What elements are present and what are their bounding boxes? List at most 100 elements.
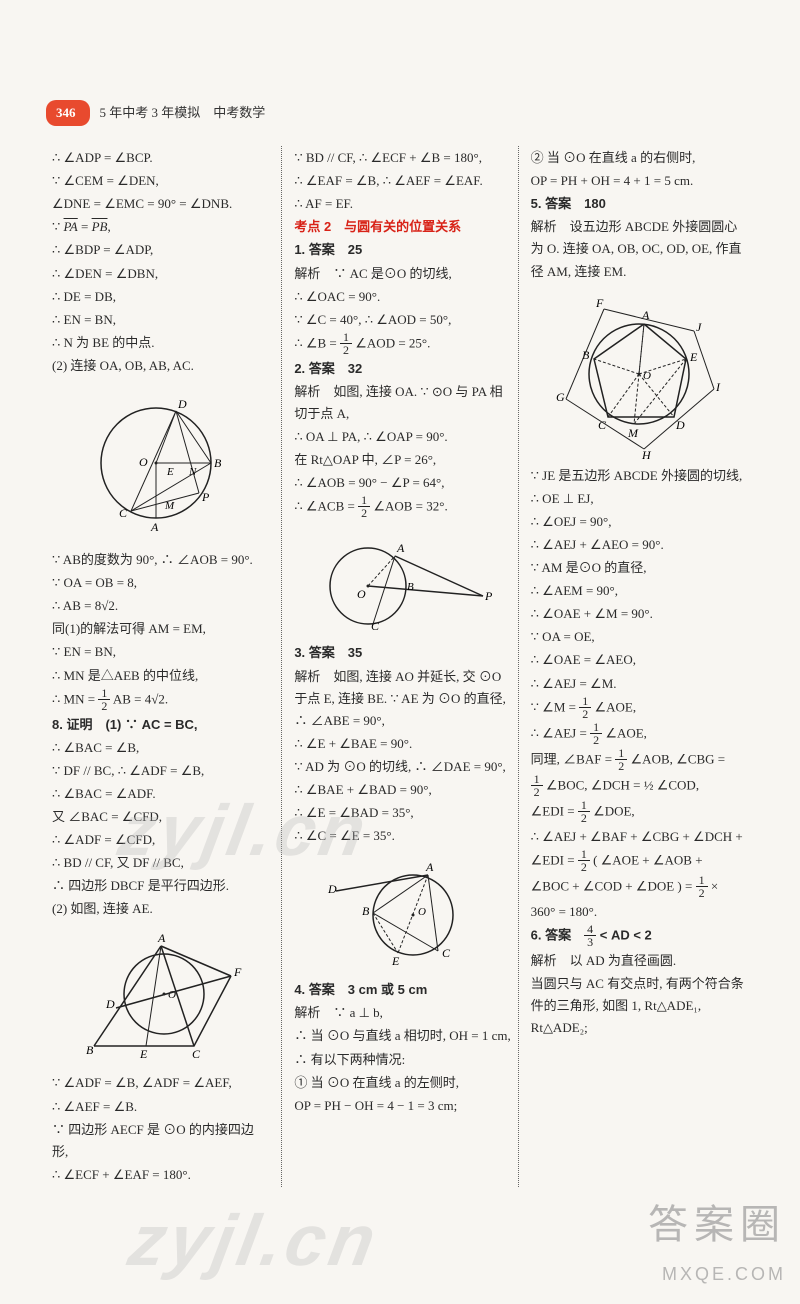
text-line: 解析 ∵ a ⊥ b, [294,1002,511,1024]
svg-text:O: O [139,455,148,469]
text-line: ∴ AF = EF. [294,193,511,215]
text-line: ∴ ∠B = 12 ∠AOD = 25°. [294,332,511,357]
text-line: 解析 设五边形 ABCDE 外接圆圆心为 O. 连接 OA, OB, OC, O… [531,216,748,282]
text-line: 4. 答案 3 cm 或 5 cm [294,979,511,1001]
text-line: ∵ BD // CF, ∴ ∠ECF + ∠B = 180°, [294,147,511,169]
svg-text:H: H [641,448,652,459]
text-line: OP = PH − OH = 4 − 1 = 3 cm; [294,1095,511,1117]
text-line: ∠EDI = 12 ( ∠AOE + ∠AOB + [531,849,748,874]
svg-text:C: C [192,1047,201,1061]
text-line: ∴ ∠AEJ + ∠AEO = 90°. [531,534,748,556]
svg-text:P: P [201,490,210,504]
text-line: ∴ OE ⊥ EJ, [531,488,748,510]
text-line: ∴ ∠EAF = ∠B, ∴ ∠AEF = ∠EAF. [294,170,511,192]
svg-text:A: A [425,860,434,874]
svg-text:D: D [675,418,685,432]
text-line: ∴ ∠ECF + ∠EAF = 180°. [52,1164,269,1186]
header-title: 5 年中考 3 年模拟 中考数学 [100,102,266,124]
text-line: ∴ ∠BAC = ∠B, [52,737,269,759]
text-line: ∴ ∠BAE + ∠BAD = 90°, [294,779,511,801]
text-line: 同(1)的解法可得 AM = EM, [52,618,269,640]
text-line: 当圆只与 AC 有交点时, 有两个符合条件的三角形, 如图 1, Rt△ADE₁… [531,973,748,1039]
text-line: ∵ OA = OB = 8, [52,572,269,594]
text-line: 360° = 180°. [531,901,748,923]
text-line: ∴ ∠ADF = ∠CFD, [52,829,269,851]
column-3: ② 当 ⊙O 在直线 a 的右侧时,OP = PH + OH = 4 + 1 =… [518,146,754,1187]
text-line: ∴ ∠OEJ = 90°, [531,511,748,533]
svg-text:J: J [696,320,702,334]
column-1: ∴ ∠ADP = ∠BCP.∵ ∠CEM = ∠DEN,∠DNE = ∠EMC … [46,146,281,1187]
text-line: ∴ ∠AEJ = ∠M. [531,673,748,695]
svg-text:E: E [139,1047,148,1061]
svg-text:B: B [362,904,370,918]
svg-text:C: C [371,619,380,633]
text-line: ∴ MN = 12 AB = 4√2. [52,688,269,713]
text-line: ∴ AB = 8√2. [52,595,269,617]
svg-text:B: B [214,456,222,470]
text-line: ∴ ∠BAC = ∠ADF. [52,783,269,805]
text-line: ∴ ∠OAC = 90°. [294,286,511,308]
figure-pentagon: O A E D C B F J I H G M [544,289,734,459]
text-line: 6. 答案 43 < AD < 2 [531,924,748,949]
text-line: ∴ ∠ADP = ∠BCP. [52,147,269,169]
text-line: ∴ ∠AEF = ∠B. [52,1096,269,1118]
text-line: ∵ ∠CEM = ∠DEN, [52,170,269,192]
brand-en: MXQE.COM [648,1259,786,1290]
svg-text:B: B [86,1043,94,1057]
columns-container: ∴ ∠ADP = ∠BCP.∵ ∠CEM = ∠DEN,∠DNE = ∠EMC … [46,146,754,1187]
page-number-badge: 346 [46,100,90,126]
text-line: ∴ OA ⊥ PA, ∴ ∠OAP = 90°. [294,426,511,448]
text-line: 在 Rt△OAP 中, ∠P = 26°, [294,449,511,471]
svg-text:E: E [166,466,174,478]
text-line: ∵ AB的度数为 90°, ∴ ∠AOB = 90°. [52,549,269,571]
svg-text:C: C [119,506,128,520]
svg-text:F: F [595,296,604,310]
text-line: ∴ 四边形 DBCF 是平行四边形. [52,875,269,897]
text-line: 2. 答案 32 [294,358,511,380]
text-line: 解析 如图, 连接 AO 并延长, 交 ⊙O 于点 E, 连接 BE. ∵ AE… [294,666,511,732]
svg-text:P: P [484,589,493,603]
section-heading: 考点 2 与圆有关的位置关系 [294,216,511,238]
text-line: ∴ ∠OAE + ∠M = 90°. [531,603,748,625]
text-line: 又 ∠BAC = ∠CFD, [52,806,269,828]
svg-text:N: N [188,466,197,478]
svg-text:M: M [627,426,639,440]
text-line: ∵ OA = OE, [531,626,748,648]
text-line: ∴ EN = BN, [52,309,269,331]
text-line: 解析 如图, 连接 OA. ∵ ⊙O 与 PA 相切于点 A, [294,381,511,425]
text-line: 12 ∠BOC, ∠DCH = ½ ∠COD, [531,774,748,799]
text-line: ∵ EN = BN, [52,641,269,663]
text-line: 1. 答案 25 [294,239,511,261]
svg-text:D: D [327,882,337,896]
text-line: ∴ 有以下两种情况: [294,1049,511,1071]
svg-text:G: G [556,390,565,404]
text-line: ∵ 四边形 AECF 是 ⊙O 的内接四边形, [52,1119,269,1163]
svg-text:D: D [105,997,115,1011]
svg-text:O: O [168,989,176,1001]
svg-text:F: F [233,965,242,979]
svg-text:O: O [357,587,366,601]
text-line: 8. 证明 (1) ∵ AC = BC, [52,714,269,736]
text-line: ∵ DF // BC, ∴ ∠ADF = ∠B, [52,760,269,782]
text-line: ∴ BD // CF, 又 DF // BC, [52,852,269,874]
text-line: ∵ PA = PB, [52,216,269,238]
page-header: 346 5 年中考 3 年模拟 中考数学 [46,100,754,126]
text-line: ∠DNE = ∠EMC = 90° = ∠DNB. [52,193,269,215]
text-line: ① 当 ⊙O 在直线 a 的左侧时, [294,1072,511,1094]
text-line: ∴ 当 ⊙O 与直线 a 相切时, OH = 1 cm, [294,1025,511,1047]
text-line: 解析 ∵ AC 是⊙O 的切线, [294,263,511,285]
figure-circle-1: O B D C P E N M A [81,383,241,543]
text-line: ∵ AD 为 ⊙O 的切线, ∴ ∠DAE = 90°, [294,756,511,778]
figure-circle-4: O D A B C E [318,853,488,973]
text-line: (2) 连接 OA, OB, AB, AC. [52,355,269,377]
svg-text:C: C [442,946,451,960]
text-line: ∵ JE 是五边形 ABCDE 外接圆的切线, [531,465,748,487]
text-line: ∴ ∠AEM = 90°, [531,580,748,602]
text-line: 解析 以 AD 为直径画圆. [531,950,748,972]
text-line: OP = PH + OH = 4 + 1 = 5 cm. [531,170,748,192]
text-line: ∴ ∠OAE = ∠AEO, [531,649,748,671]
text-line: ∴ ∠ACB = 12 ∠AOB = 32°. [294,495,511,520]
column-2: ∵ BD // CF, ∴ ∠ECF + ∠B = 180°,∴ ∠EAF = … [281,146,517,1187]
text-line: ∵ ∠M = 12 ∠AOE, [531,696,748,721]
text-line: ∵ AM 是⊙O 的直径, [531,557,748,579]
